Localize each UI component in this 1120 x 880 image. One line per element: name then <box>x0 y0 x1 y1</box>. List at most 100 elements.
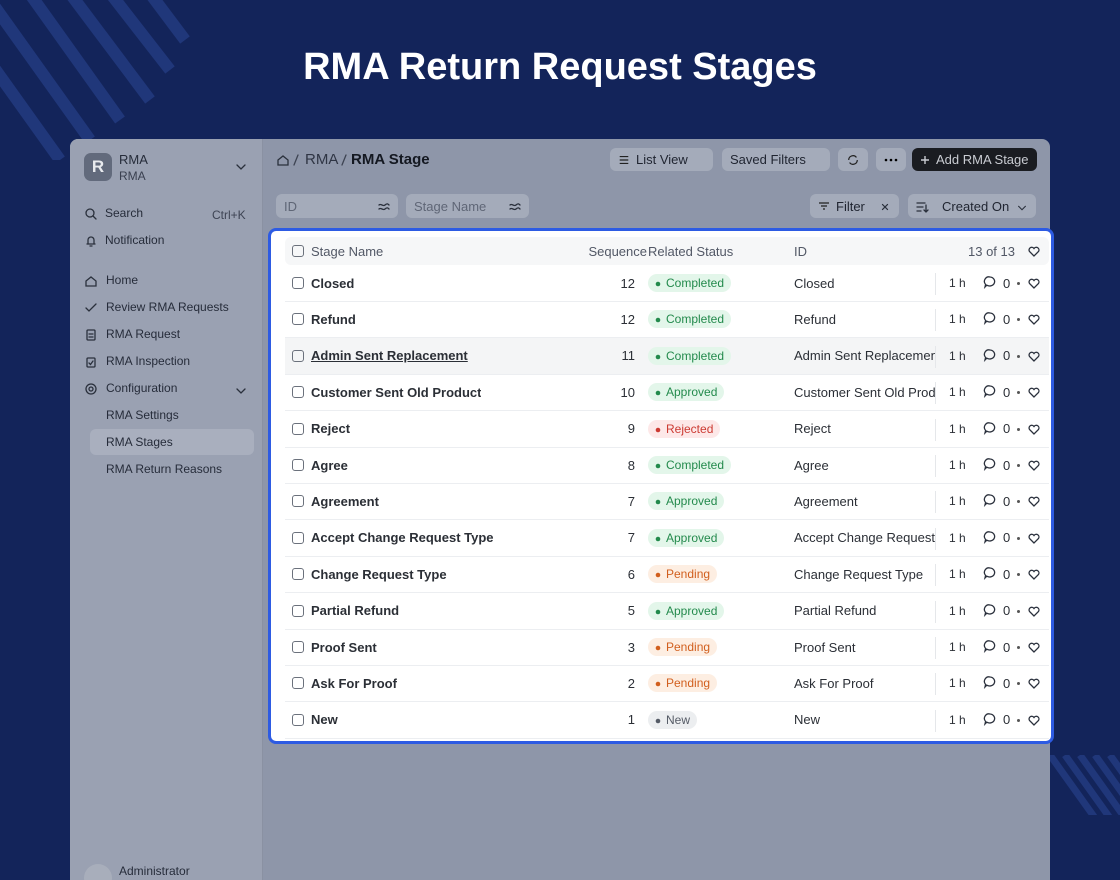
status-pill: Approved <box>648 492 725 511</box>
stage-name[interactable]: Closed <box>311 275 355 291</box>
search[interactable]: Search <box>105 206 144 220</box>
table-row: Proof Sent 3 Pending Proof Sent 1 h 0 <box>285 629 1049 666</box>
status-text: Completed <box>666 312 725 327</box>
breadcrumb-current: RMA Stage <box>351 151 430 168</box>
status: Completed <box>648 265 732 301</box>
checkbox[interactable] <box>292 568 304 581</box>
divider <box>935 273 936 295</box>
user: Administrator <box>119 864 190 878</box>
modified: 1 h <box>949 712 966 727</box>
sequence: 12 <box>620 311 635 327</box>
comment-count: 0 <box>1003 348 1011 364</box>
stage-name[interactable]: New <box>311 712 338 728</box>
checkbox[interactable] <box>292 459 304 471</box>
avatar: R <box>84 153 112 181</box>
more-button[interactable] <box>876 148 906 171</box>
stage-name-filter[interactable]: Stage Name <box>406 194 529 218</box>
checkbox[interactable] <box>292 641 304 653</box>
icon <box>1027 385 1041 404</box>
status-pill: Rejected <box>648 419 721 438</box>
add-button[interactable]: Add RMA Stage <box>912 148 1037 171</box>
checkbox[interactable] <box>292 531 304 544</box>
dot <box>1017 682 1020 686</box>
stage-name[interactable]: Ask For Proof <box>311 675 397 691</box>
stage-name[interactable]: Agree <box>311 457 348 473</box>
stage-name[interactable]: Customer Sent Old Product <box>311 384 482 400</box>
list-view-button[interactable]: List View <box>610 148 713 171</box>
sequence: 8 <box>627 457 635 473</box>
checkbox[interactable] <box>292 677 304 690</box>
status-pill: Approved <box>648 601 725 620</box>
status-pill: Pending <box>648 638 718 656</box>
stage-name[interactable]: Proof Sent <box>311 639 377 655</box>
checkbox[interactable] <box>292 313 304 326</box>
checkbox[interactable] <box>292 495 304 508</box>
checkbox[interactable] <box>292 349 304 362</box>
divider <box>935 637 936 659</box>
sort-button[interactable]: Created On <box>908 194 1036 218</box>
sequence: 12 <box>620 275 635 291</box>
icon <box>983 712 997 731</box>
status: Completed <box>648 447 732 483</box>
checkbox[interactable] <box>292 422 304 435</box>
table-row: Refund 12 Completed Refund 1 h 0 <box>285 301 1049 339</box>
divider <box>935 382 936 405</box>
breadcrumb[interactable]: RMA <box>305 151 339 168</box>
status-text: Approved <box>666 530 718 545</box>
dot <box>1017 427 1020 431</box>
icon <box>983 675 997 694</box>
stage-name[interactable]: Agreement <box>311 493 379 509</box>
checkbox[interactable] <box>292 386 304 399</box>
subnav-item[interactable]: RMA Settings <box>106 408 179 422</box>
label: List View <box>636 152 688 167</box>
icon <box>234 160 248 179</box>
icon <box>1027 640 1041 659</box>
icon <box>1027 422 1041 441</box>
notification[interactable]: Notification <box>105 233 165 247</box>
checkbox[interactable] <box>292 604 304 617</box>
icon <box>1027 676 1041 695</box>
icon <box>84 382 98 401</box>
modified: 1 h <box>949 640 966 654</box>
icon <box>1027 458 1041 477</box>
subnav-item[interactable]: RMA Stages <box>106 435 173 449</box>
label: Saved Filters <box>730 152 806 167</box>
id: Partial Refund <box>794 603 877 619</box>
checkbox[interactable] <box>292 245 304 257</box>
status-text: Pending <box>666 640 711 654</box>
status: Approved <box>648 374 725 410</box>
status: Approved <box>648 593 725 629</box>
divider <box>935 600 936 623</box>
subnav-item[interactable]: RMA Return Reasons <box>106 462 223 476</box>
id: Admin Sent Replacement <box>794 348 935 364</box>
stage-name[interactable]: Accept Change Request Type <box>311 530 494 546</box>
nav-item[interactable]: Review RMA Requests <box>106 300 229 314</box>
icon <box>1027 604 1041 623</box>
refresh-button[interactable] <box>838 148 868 171</box>
saved-filters-button[interactable]: Saved Filters <box>722 148 830 171</box>
icon <box>1016 201 1028 219</box>
nav-item[interactable]: RMA Request <box>106 327 181 341</box>
status-pill: Completed <box>648 346 732 365</box>
id-filter[interactable]: ID <box>276 194 398 218</box>
stage-name[interactable]: Change Request Type <box>311 566 447 582</box>
nav-item[interactable]: Home <box>106 273 139 287</box>
stage-name[interactable]: Refund <box>311 311 356 327</box>
nav-item[interactable]: Configuration <box>106 381 178 395</box>
status: Completed <box>648 338 732 374</box>
stage-name[interactable]: Partial Refund <box>311 603 400 619</box>
checkbox[interactable] <box>292 277 304 289</box>
nav-item[interactable]: RMA Inspection <box>106 354 191 368</box>
status: Pending <box>648 556 718 592</box>
checkbox[interactable] <box>292 713 304 726</box>
icon <box>1027 349 1041 368</box>
icon <box>84 234 98 253</box>
stage-name[interactable]: Admin Sent Replacement <box>311 348 468 364</box>
id: Ask For Proof <box>794 675 874 691</box>
table-row: Agree 8 Completed Agree 1 h 0 <box>285 447 1049 484</box>
status-pill: Approved <box>648 528 725 547</box>
stage-name[interactable]: Reject <box>311 421 351 437</box>
icon <box>276 153 290 172</box>
icon <box>983 275 997 294</box>
table-row: Admin Sent Replacement 11 Completed Admin S… <box>285 337 1049 375</box>
